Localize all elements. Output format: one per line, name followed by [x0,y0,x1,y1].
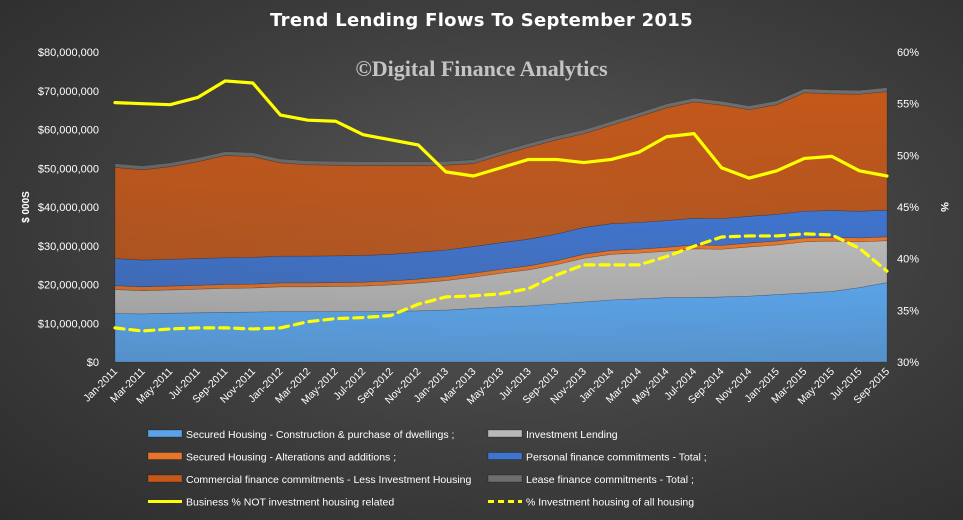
y2-axis-label: % [938,202,950,212]
area-series-4 [114,209,888,288]
y2-tick-label: 55% [897,99,919,111]
watermark: ©Digital Finance Analytics [355,56,608,81]
y2-tick-label: 60% [897,47,919,59]
y-tick-label: $0 [87,357,99,369]
legend-label: Commercial finance commitments - Less In… [186,474,472,486]
legend-label: Lease finance commitments - Total ; [526,474,694,486]
y2-tick-label: 40% [897,254,919,266]
line-series-1 [113,79,889,180]
y2-tick-label: 50% [897,150,919,162]
legend-label: Personal finance commitments - Total ; [526,452,707,464]
y-axis-label: $ 000S [21,191,32,223]
area-series-3 [114,236,888,292]
y-tick-label: $50,000,000 [38,163,99,175]
y2-tick-label: 30% [897,357,919,369]
y-tick-label: $10,000,000 [38,318,99,330]
legend-label: Secured Housing - Construction & purchas… [186,429,454,441]
legend-label: % Investment housing of all housing [526,497,694,509]
legend-swatch [487,452,523,460]
y2-tick-label: 45% [897,202,919,214]
legend-swatch [147,429,183,438]
legend-swatch [147,452,183,460]
legend-label: Investment Lending [526,429,618,441]
legend-swatch [147,474,183,483]
y-tick-label: $30,000,000 [38,241,99,253]
y2-tick-label: 35% [897,305,919,317]
line-series-2 [113,232,889,333]
y-tick-label: $70,000,000 [38,86,99,98]
legend-label: Business % NOT investment housing relate… [186,497,394,509]
legend-swatch [487,429,523,438]
y-tick-label: $60,000,000 [38,125,99,137]
area-series-6 [114,87,888,171]
legend-label: Secured Housing - Alterations and additi… [186,452,396,464]
area-series-2 [114,240,888,315]
legend-swatch [487,474,523,483]
chart-title: Trend Lending Flows To September 2015 [270,10,693,31]
y-tick-label: $80,000,000 [38,47,99,59]
y-tick-label: $20,000,000 [38,280,99,292]
y-tick-label: $40,000,000 [38,202,99,214]
